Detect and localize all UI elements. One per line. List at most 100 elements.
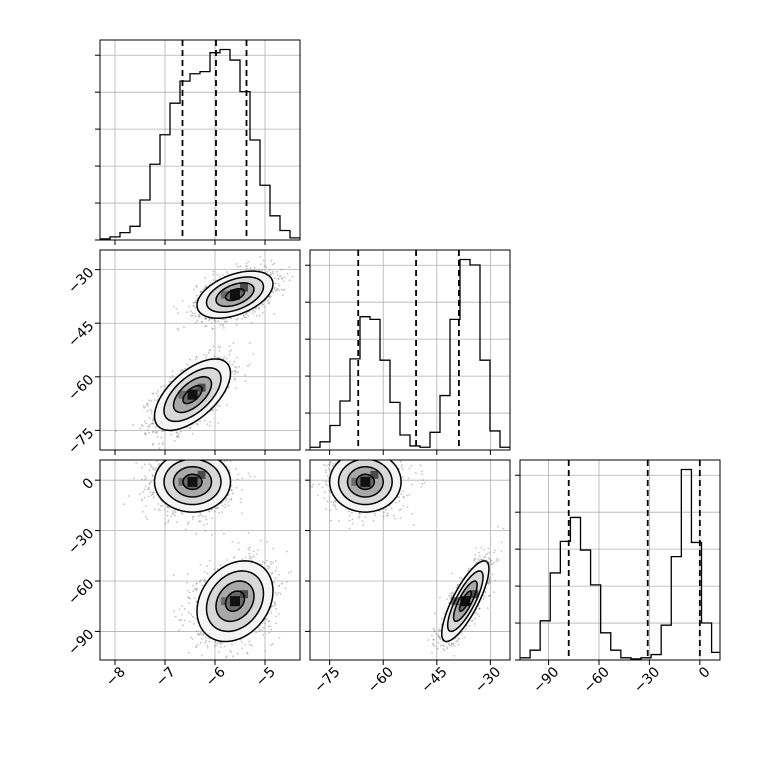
scatter-point (272, 547, 274, 550)
scatter-point (240, 638, 242, 641)
histogram-step (520, 468, 720, 660)
scatter-point (274, 286, 276, 289)
scatter-point (358, 512, 361, 515)
scatter-point (168, 380, 171, 383)
scatter-point (343, 451, 345, 453)
scatter-point (188, 602, 191, 604)
scatter-point (181, 605, 183, 607)
density-peak (187, 389, 198, 400)
scatter-point (204, 276, 207, 279)
scatter-point (209, 318, 211, 321)
scatter-point (403, 455, 405, 457)
scatter-point (198, 313, 201, 316)
scatter-point (211, 327, 214, 330)
scatter-point (264, 622, 266, 625)
scatter-points (311, 447, 505, 673)
scatter-point (496, 557, 498, 560)
scatter-point (253, 662, 255, 664)
scatter-point (201, 654, 203, 657)
scatter-point (155, 392, 158, 395)
scatter-point (391, 454, 393, 456)
scatter-point (150, 412, 153, 415)
scatter-point (426, 671, 428, 673)
scatter-point (437, 633, 440, 636)
scatter-point (273, 277, 276, 280)
scatter-point (148, 482, 151, 484)
scatter-point (197, 633, 199, 636)
scatter-point (446, 598, 448, 600)
scatter-point (186, 441, 188, 443)
scatter-point (192, 448, 194, 450)
scatter-point (169, 457, 171, 459)
scatter-point (335, 447, 337, 449)
histogram-bar (470, 265, 480, 450)
scatter-point (147, 495, 150, 498)
scatter-point (497, 525, 499, 528)
scatter-point (199, 290, 202, 293)
scatter-point (276, 274, 279, 276)
panel-frame (519, 459, 721, 661)
scatter-point (385, 514, 388, 517)
scatter-point (330, 461, 332, 464)
scatter-point (497, 559, 500, 561)
scatter-point (132, 423, 135, 426)
y-tick-label: −90 (65, 626, 97, 658)
scatter-point (204, 529, 207, 532)
scatter-point (211, 517, 214, 519)
scatter-point (372, 451, 374, 453)
scatter-point (145, 422, 148, 425)
scatter-point (189, 620, 192, 623)
scatter-point (217, 456, 219, 458)
scatter-point (160, 386, 163, 388)
histogram-bar (220, 50, 230, 240)
scatter-point (411, 455, 413, 457)
scatter-point (211, 327, 214, 330)
scatter-point (198, 316, 201, 318)
scatter-point (175, 307, 178, 310)
scatter-point (171, 374, 174, 377)
scatter-point (399, 517, 402, 520)
scatter-point (199, 436, 201, 438)
scatter-point (247, 472, 250, 475)
scatter-point (458, 576, 461, 579)
scatter-point (274, 570, 277, 572)
scatter-point (230, 456, 232, 458)
scatter-point (232, 655, 235, 658)
scatter-point (351, 522, 354, 525)
scatter-point (235, 467, 237, 470)
scatter-point (244, 374, 247, 377)
histogram-bar (611, 650, 621, 660)
scatter-point (267, 567, 269, 570)
scatter-point (157, 464, 160, 466)
scatter-point (160, 436, 163, 439)
scatter-point (361, 450, 363, 452)
scatter-point (216, 273, 219, 276)
scatter-point (158, 463, 161, 465)
scatter-point (225, 271, 228, 273)
scatter-point (180, 512, 183, 514)
scatter-point (325, 469, 327, 472)
scatter-point (195, 286, 198, 288)
scatter-point (156, 399, 159, 401)
histogram-bar (330, 426, 340, 450)
contour-line (205, 570, 265, 633)
scatter-point (344, 457, 346, 459)
scatter-point (223, 327, 225, 329)
scatter-point (494, 549, 496, 551)
scatter-point (242, 314, 245, 317)
scatter-point (208, 559, 211, 562)
scatter-point (140, 424, 143, 427)
scatter-point (235, 486, 238, 489)
scatter-point (114, 430, 117, 433)
contour-line (328, 460, 402, 513)
scatter-point (241, 512, 243, 515)
scatter-point (196, 319, 199, 322)
scatter-point (199, 564, 202, 566)
scatter-point (172, 511, 175, 514)
contour-line (215, 580, 255, 623)
scatter-point (255, 553, 258, 555)
scatter-point (186, 581, 188, 584)
scatter-point (334, 499, 337, 502)
scatter-point (244, 380, 247, 382)
scatter-point (181, 440, 183, 442)
